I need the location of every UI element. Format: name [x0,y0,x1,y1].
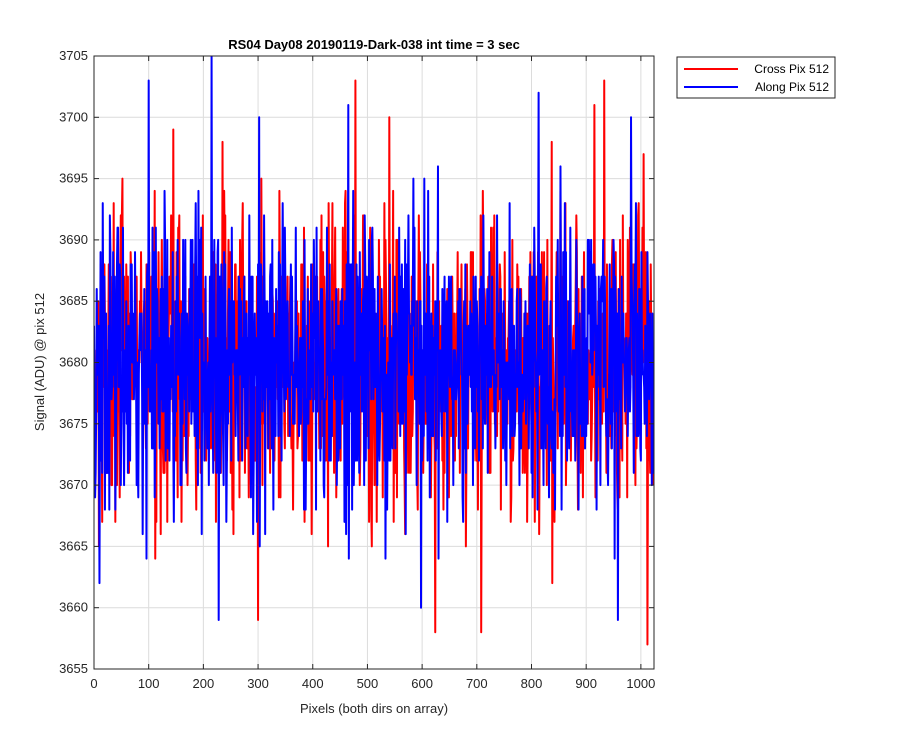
y-tick-label: 3695 [59,171,88,186]
x-tick-label: 600 [411,676,433,691]
x-tick-label: 200 [193,676,215,691]
x-tick-label: 500 [357,676,379,691]
y-tick-label: 3660 [59,600,88,615]
y-tick-label: 3655 [59,661,88,676]
legend-box [676,56,836,99]
y-tick-label: 3705 [59,48,88,63]
y-tick-label: 3680 [59,355,88,370]
y-tick-label: 3685 [59,293,88,308]
legend: Cross Pix 512 Along Pix 512 [676,56,836,99]
y-axis-label: Signal (ADU) @ pix 512 [32,293,47,431]
x-tick-label: 400 [302,676,324,691]
ticks: 0 100 200 300 400 500 600 700 800 900 1000 3655 3660… [59,48,655,691]
y-tick-label: 3700 [59,109,88,124]
series-layer [94,56,654,646]
legend-label-along-pix: Along Pix 512 [755,80,829,94]
series-line-along-pix [94,56,654,621]
x-axis-label: Pixels (both dirs on array) [300,701,448,716]
plot-area: 0 100 200 300 400 500 600 700 800 900 1000 3655 3660… [59,48,655,691]
x-tick-label: 300 [247,676,269,691]
y-tick-label: 3665 [59,538,88,553]
y-tick-label: 3675 [59,416,88,431]
x-tick-label: 100 [138,676,160,691]
x-tick-label: 900 [575,676,597,691]
x-tick-label: 700 [466,676,488,691]
x-tick-label: 800 [521,676,543,691]
y-tick-label: 3670 [59,477,88,492]
x-tick-label: 0 [90,676,97,691]
legend-label-cross-pix: Cross Pix 512 [754,62,829,76]
x-tick-label: 1000 [626,676,655,691]
chart-title: RS04 Day08 20190119-Dark-038 int time = … [228,37,520,52]
y-tick-label: 3690 [59,232,88,247]
